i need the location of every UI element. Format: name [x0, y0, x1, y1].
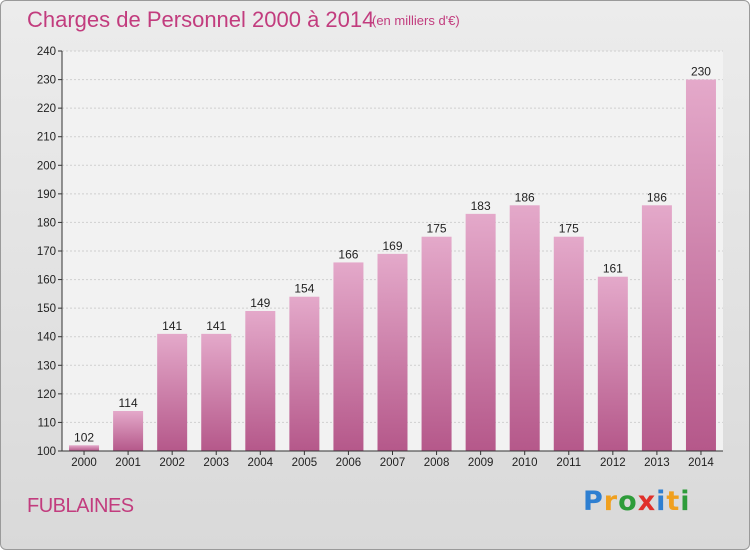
- y-tick-label: 240: [37, 46, 56, 58]
- data-label-2003: 141: [206, 319, 226, 333]
- logo-letter: i: [680, 486, 691, 517]
- x-tick-label-2001: 2001: [115, 457, 141, 469]
- logo-letter: o: [618, 486, 638, 517]
- x-tick-label-2010: 2010: [512, 457, 538, 469]
- x-tick-label-2003: 2003: [203, 457, 229, 469]
- data-label-2000: 102: [74, 430, 94, 444]
- x-tick-label-2012: 2012: [600, 457, 626, 469]
- logo-letter: r: [603, 486, 619, 517]
- commune-name: FUBLAINES: [27, 495, 134, 517]
- x-tick-label-2009: 2009: [468, 457, 494, 469]
- bar-2005: [289, 296, 320, 451]
- y-tick-label: 150: [37, 303, 56, 315]
- logo-letter: i: [656, 486, 667, 517]
- bar-2004: [245, 311, 276, 451]
- y-tick-label: 140: [37, 332, 56, 344]
- data-label-2007: 169: [382, 239, 402, 253]
- bar-2011: [553, 236, 584, 451]
- x-tick-label-2008: 2008: [424, 457, 450, 469]
- data-label-2008: 175: [427, 222, 447, 236]
- bar-2012: [597, 276, 628, 451]
- x-tick-label-2011: 2011: [556, 457, 581, 469]
- logo-letter: x: [637, 486, 657, 517]
- x-tick-label-2014: 2014: [688, 457, 714, 469]
- bar-2009: [465, 213, 496, 451]
- x-tick-label-2005: 2005: [292, 457, 318, 469]
- y-tick-label: 190: [37, 189, 56, 201]
- y-tick-label: 180: [37, 217, 56, 229]
- chart-title: Charges de Personnel 2000 à 2014: [27, 7, 375, 32]
- bar-2013: [641, 205, 672, 451]
- y-tick-label: 100: [37, 446, 56, 458]
- bar-2003: [201, 333, 232, 451]
- data-label-2012: 161: [603, 262, 623, 276]
- y-tick-label: 170: [37, 246, 56, 258]
- data-label-2011: 175: [559, 222, 579, 236]
- data-label-2014: 230: [691, 65, 711, 79]
- data-label-2002: 141: [162, 319, 182, 333]
- data-label-2001: 114: [119, 396, 138, 410]
- data-label-2004: 149: [250, 296, 270, 310]
- bar-2014: [685, 79, 716, 452]
- y-tick-label: 210: [37, 132, 56, 144]
- labels: 100 110 120 130 140 150 160 170 180 190 200 210 220 2…: [37, 46, 715, 469]
- logo-letter: P: [583, 486, 604, 517]
- y-tick-label: 200: [37, 160, 56, 172]
- data-label-2005: 154: [294, 282, 314, 296]
- proxiti-logo[interactable]: Proxiti: [583, 486, 691, 517]
- y-tick-label: 220: [37, 103, 56, 115]
- y-tick-label: 130: [37, 360, 56, 372]
- bar-2000: [69, 445, 100, 451]
- logo-letter: t: [666, 486, 681, 517]
- data-label-2010: 186: [515, 190, 535, 204]
- bar-2007: [377, 253, 408, 451]
- bar-2008: [421, 236, 452, 451]
- bars: [69, 79, 716, 452]
- x-tick-label-2002: 2002: [159, 457, 185, 469]
- x-tick-label-2000: 2000: [71, 457, 97, 469]
- y-tick-label: 230: [37, 75, 56, 87]
- y-tick-label: 110: [38, 417, 56, 429]
- x-tick-label-2007: 2007: [380, 457, 406, 469]
- data-label-2013: 186: [647, 190, 667, 204]
- axes: [58, 50, 723, 455]
- data-label-2009: 183: [471, 199, 491, 213]
- bar-2001: [113, 411, 144, 451]
- bar-2006: [333, 262, 364, 451]
- x-tick-label-2004: 2004: [248, 457, 274, 469]
- data-label-2006: 166: [338, 247, 358, 261]
- bar-2002: [157, 333, 188, 451]
- chart-subtitle: (en milliers d'€): [372, 13, 460, 28]
- bar-2010: [509, 205, 540, 451]
- y-tick-label: 120: [37, 389, 56, 401]
- x-tick-label-2013: 2013: [644, 457, 670, 469]
- x-tick-label-2006: 2006: [336, 457, 362, 469]
- y-tick-label: 160: [37, 275, 56, 287]
